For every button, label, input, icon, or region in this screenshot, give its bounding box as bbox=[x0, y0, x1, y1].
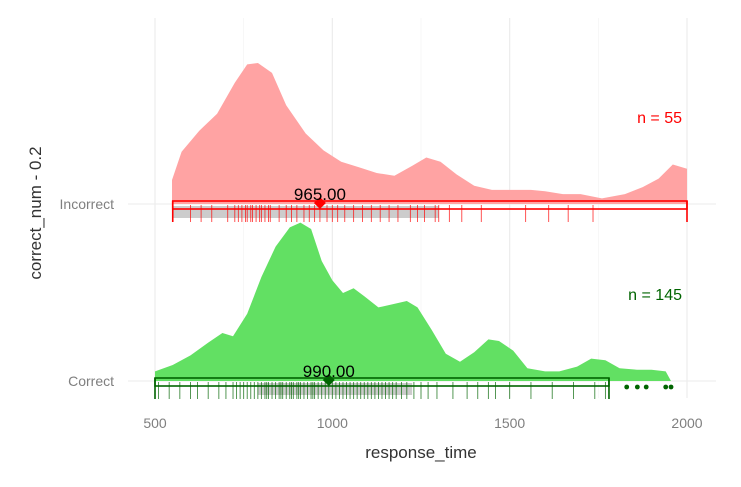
median-marker bbox=[322, 374, 335, 386]
ridge-incorrect: 965.00 n = 55 bbox=[171, 63, 688, 222]
median-label: 965.00 bbox=[294, 185, 346, 204]
outlier-point bbox=[663, 384, 669, 390]
outlier-point bbox=[668, 384, 674, 390]
outlier-point bbox=[634, 384, 640, 390]
y-tick-label: Incorrect bbox=[60, 196, 115, 212]
y-tick-label: Correct bbox=[68, 373, 114, 389]
density-area bbox=[172, 63, 687, 204]
x-tick-labels: 500 1000 1500 2000 bbox=[143, 415, 702, 431]
x-tick-label: 1500 bbox=[494, 415, 525, 431]
n-count-label: n = 145 bbox=[628, 287, 682, 304]
y-axis-title: correct_num - 0.2 bbox=[26, 146, 45, 279]
n-count-label: n = 55 bbox=[637, 110, 682, 127]
outlier-point bbox=[624, 384, 630, 390]
density-area bbox=[155, 222, 671, 381]
ridges: 965.00 n = 55 990.00 n = 145 bbox=[154, 63, 688, 399]
median-marker bbox=[313, 197, 326, 209]
x-tick-label: 1000 bbox=[317, 415, 348, 431]
outlier-point bbox=[643, 384, 649, 390]
iqr-band bbox=[172, 206, 439, 218]
y-tick-labels: Incorrect Correct bbox=[60, 196, 115, 389]
ridge-correct: 990.00 n = 145 bbox=[154, 222, 682, 399]
x-tick-label: 500 bbox=[143, 415, 167, 431]
x-tick-label: 2000 bbox=[671, 415, 702, 431]
x-axis-title: response_time bbox=[365, 443, 477, 462]
median-label: 990.00 bbox=[303, 362, 355, 381]
